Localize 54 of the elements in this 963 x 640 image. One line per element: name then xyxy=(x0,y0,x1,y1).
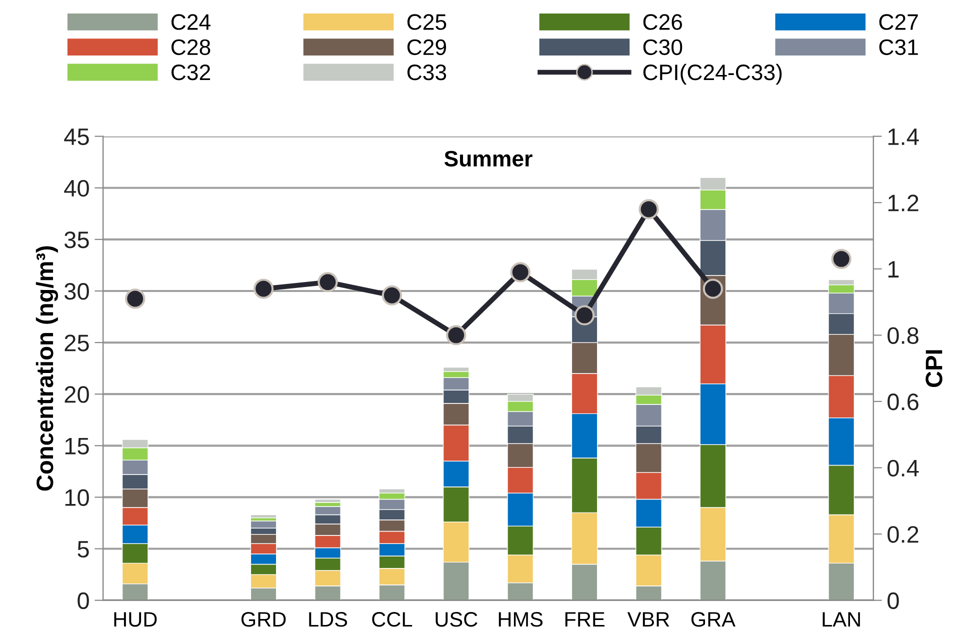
point xyxy=(382,285,402,306)
y-tick-label: 35 xyxy=(64,232,89,248)
y2-tick-label: 0.2 xyxy=(888,526,918,543)
x-tick-label: LAN xyxy=(822,612,860,627)
point xyxy=(831,248,852,270)
legend-label: C25 xyxy=(407,14,446,30)
x-tick-label: USC xyxy=(436,612,478,627)
x-tick-label: GRA xyxy=(691,612,736,627)
legend-label: C27 xyxy=(879,14,918,30)
legend-label: CPI(C24-C33) xyxy=(643,64,782,85)
x-tick-label: FRE xyxy=(565,612,604,627)
y2-tick-label: 1.4 xyxy=(888,128,919,145)
x-tick-label: VBR xyxy=(627,612,670,627)
x-tick-label: CCL xyxy=(372,612,412,627)
point xyxy=(253,278,274,299)
y2-tick-label: 1 xyxy=(888,261,899,278)
y-tick-label: 20 xyxy=(64,386,89,403)
legend-label: C28 xyxy=(172,39,210,56)
y2-tick-label: 1.2 xyxy=(888,194,918,212)
legend-label: C33 xyxy=(407,64,446,80)
text: Summer xyxy=(444,150,532,167)
y-tick-label: 40 xyxy=(64,180,89,197)
point xyxy=(702,278,724,299)
y-tick-label: 15 xyxy=(65,438,89,454)
y2-tick-label: 0 xyxy=(888,592,899,610)
y2-tick-label: 0.4 xyxy=(888,460,919,477)
point xyxy=(510,262,530,282)
y-tick-label: 5 xyxy=(78,541,89,558)
y-tick-label: 30 xyxy=(64,283,89,300)
point xyxy=(318,272,338,292)
point xyxy=(446,325,466,346)
legend-label: C30 xyxy=(643,39,682,56)
x-tick-label: GRD xyxy=(241,612,286,627)
y-tick-label: 45 xyxy=(64,128,89,146)
point xyxy=(574,305,595,326)
legend-label: C24 xyxy=(172,14,210,30)
point xyxy=(638,199,659,220)
bar xyxy=(250,514,277,518)
y-tick-label: 25 xyxy=(64,334,89,352)
x-tick-label: HMS xyxy=(498,612,543,627)
legend-label: C32 xyxy=(172,64,210,80)
bar xyxy=(314,498,341,503)
y-axis-title: Concentration (ng/m³) xyxy=(36,246,58,491)
point xyxy=(125,288,146,309)
y-tick-label: 0 xyxy=(78,592,89,610)
legend-label: C31 xyxy=(879,39,918,56)
legend-label: C29 xyxy=(407,39,446,56)
y2-axis-title: CPI xyxy=(926,350,942,388)
x-tick-label: LDS xyxy=(309,612,348,627)
y2-tick-label: 0.6 xyxy=(888,394,918,410)
y-tick-label: 10 xyxy=(65,489,89,506)
y2-tick-label: 0.8 xyxy=(888,327,918,344)
legend-label: C26 xyxy=(643,14,682,30)
x-tick-label: HUD xyxy=(114,612,157,627)
